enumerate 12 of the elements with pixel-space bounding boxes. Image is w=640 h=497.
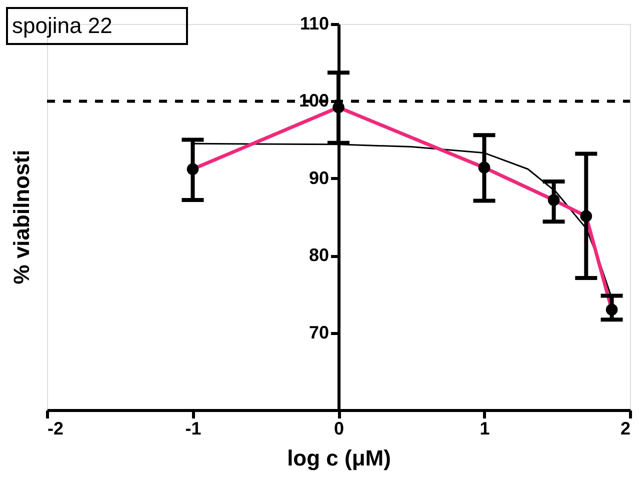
y-tick-label: 70 [308, 322, 329, 342]
x-tick-label: 0 [334, 418, 344, 438]
x-tick-label: -1 [185, 418, 202, 438]
y-axis-title: % viabilnosti [9, 150, 34, 284]
x-tick-label: 2 [620, 418, 630, 438]
x-tick-label: -2 [48, 418, 64, 438]
y-tick-label: 80 [308, 245, 329, 266]
annotation: spojina 22 [12, 13, 112, 38]
y-tick-label: 90 [308, 168, 329, 188]
x-tick-label: 1 [480, 418, 490, 438]
y-tick-label: 110 [300, 14, 329, 34]
x-axis-title: log c (μM) [287, 446, 391, 470]
